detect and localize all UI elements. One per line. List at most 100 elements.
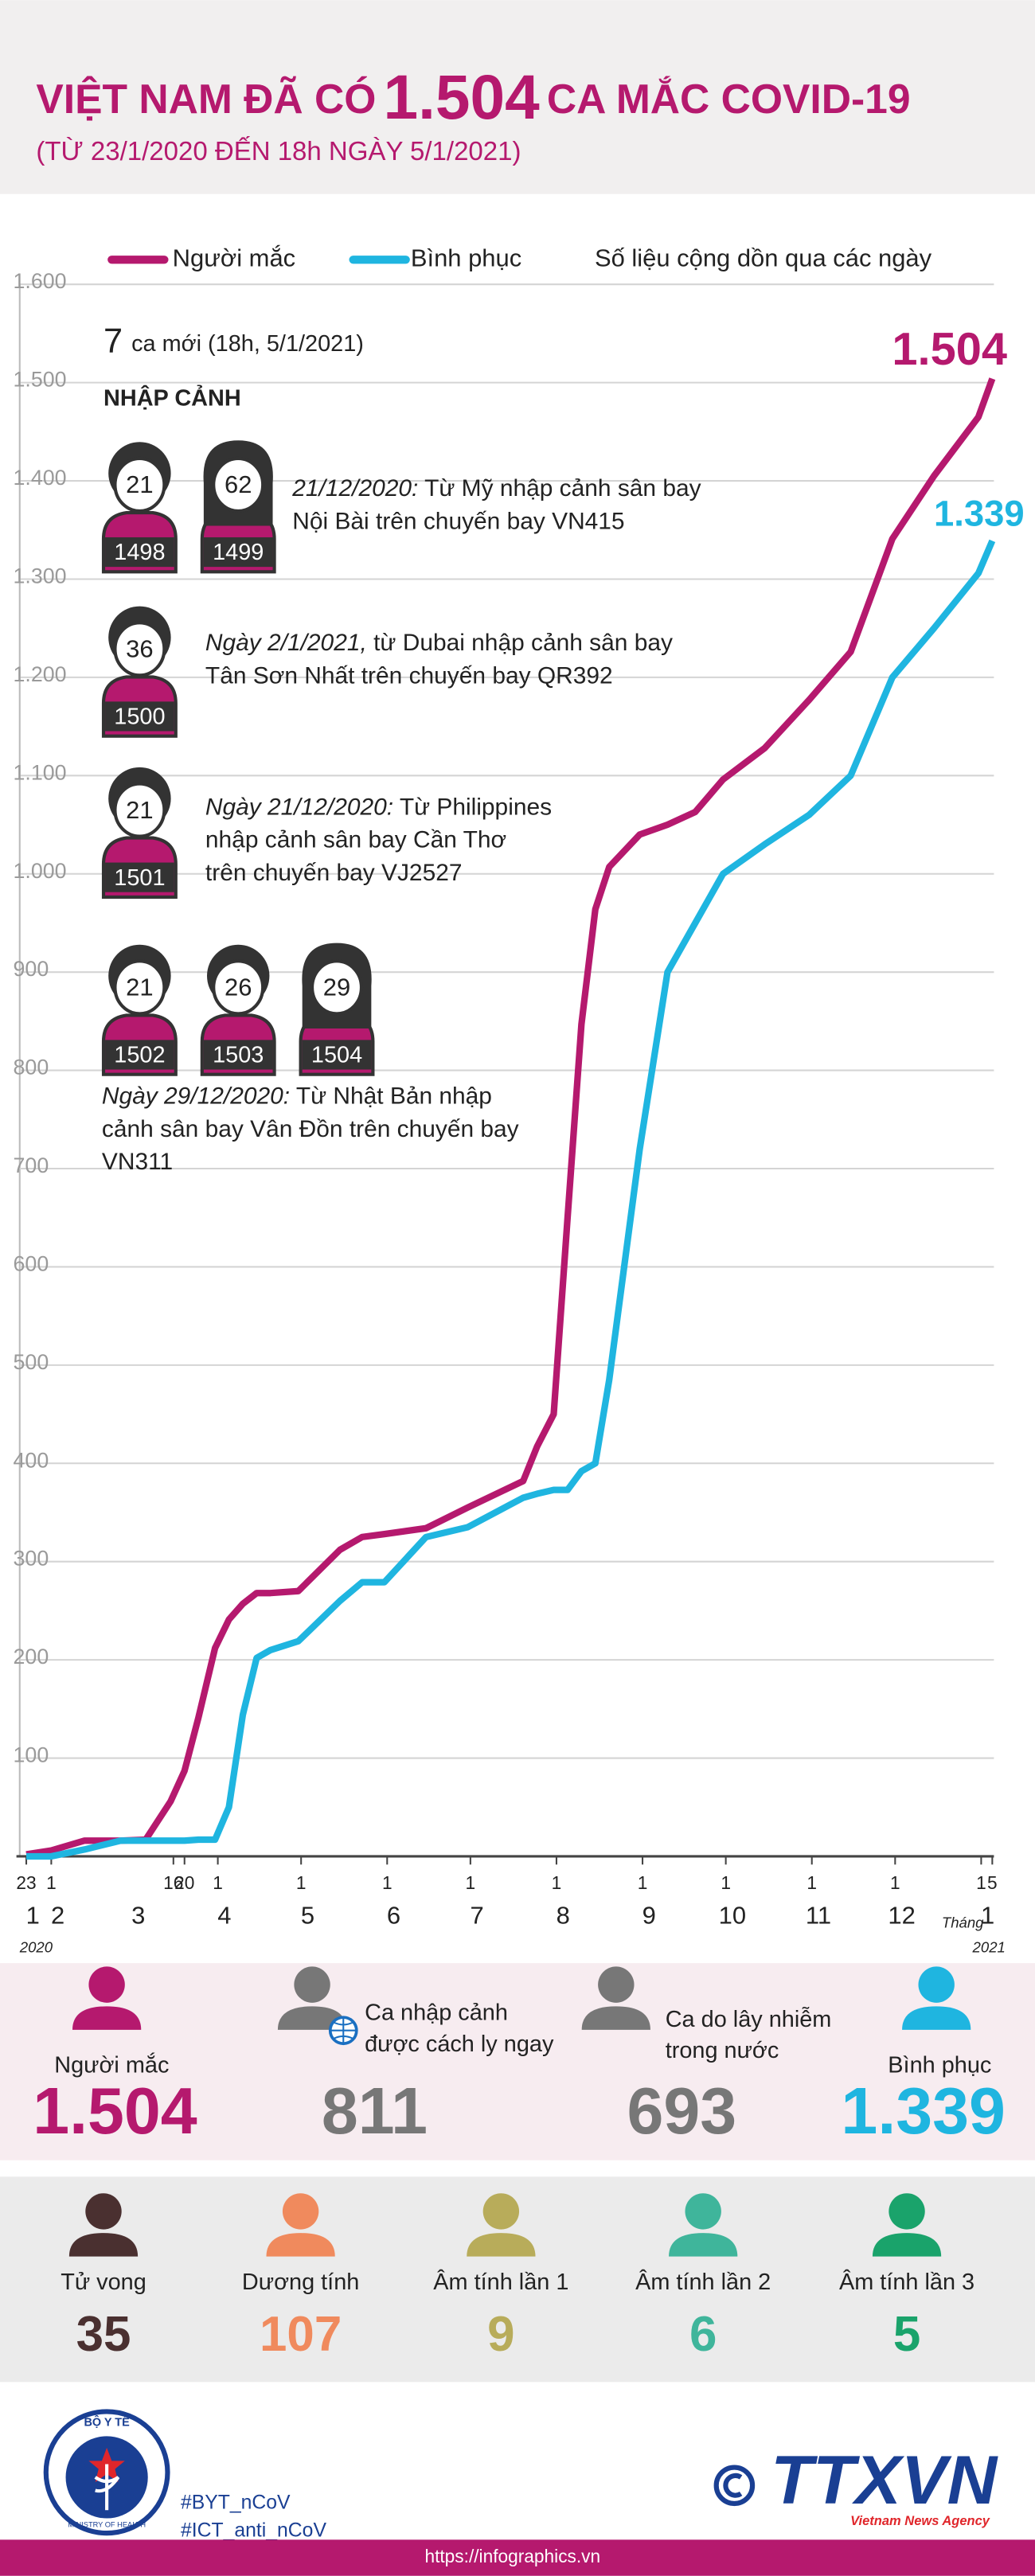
summary-value: 811	[322, 2074, 428, 2148]
x-tick-label: 1	[638, 1872, 648, 1893]
x-tick-label: 1	[466, 1872, 476, 1893]
person-body	[872, 2233, 942, 2257]
x-tick-label: 1	[296, 1872, 307, 1893]
summary-value: 1.504	[33, 2074, 197, 2148]
person-body	[581, 2006, 650, 2030]
patient-age: 26	[225, 974, 252, 1001]
person-body	[902, 2006, 971, 2030]
person-head	[88, 1966, 125, 2003]
year-label: 2020	[19, 1938, 53, 1955]
status-value: 35	[76, 2307, 131, 2362]
patient-age: 62	[225, 470, 252, 498]
status: Tử vong 35 Dương tính 107 Âm tính lần 1 9 Âm t…	[61, 2193, 974, 2362]
patient-id: 1499	[213, 540, 264, 565]
y-tick-label: 1.500	[14, 368, 67, 392]
summary-label: trong nước	[666, 2038, 779, 2063]
case-text: Nội Bài trên chuyến bay VN415	[292, 508, 624, 534]
y-tick-label: 300	[14, 1547, 49, 1571]
person-head	[918, 1966, 955, 2003]
person-body	[266, 2233, 335, 2257]
y-tick-label: 700	[14, 1153, 49, 1177]
copyright-c	[723, 2473, 743, 2498]
case-line: Tân Sơn Nhất trên chuyến bay QR392	[205, 662, 613, 689]
case-text: Tân Sơn Nhất trên chuyến bay QR392	[205, 662, 613, 689]
month-label: 6	[387, 1901, 400, 1929]
y-tick-label: 1.300	[14, 564, 67, 587]
summary-value: 1.339	[841, 2074, 1006, 2148]
case-line: nhập cảnh sân bay Cần Thơ	[205, 827, 506, 853]
summary-label: Ca do lây nhiễm	[666, 2006, 832, 2032]
y-tick-label: 1.000	[14, 859, 67, 883]
person-body	[72, 2006, 142, 2030]
status-label: Âm tính lần 3	[839, 2269, 974, 2295]
chart-note: Số liệu cộng dồn qua các ngày	[595, 244, 932, 271]
case-line: Từ Nhật Bản nhập	[290, 1083, 492, 1110]
case-text: Ngày 2/1/2021, từ Dubai nhập cảnh sân ba…	[205, 630, 673, 656]
patient-id: 1500	[114, 704, 165, 730]
person-head	[294, 1966, 330, 2003]
status-value: 6	[689, 2307, 717, 2362]
patient-age: 21	[126, 796, 153, 824]
status-value: 9	[487, 2307, 514, 2362]
person-head	[685, 2193, 721, 2230]
title: VIỆT NAM ĐÃ CÓ 1.504 CA MẮC COVID-19	[36, 62, 910, 132]
month-label: 12	[888, 1901, 915, 1929]
legend-label: Người mắc	[173, 244, 295, 271]
month-label: 11	[806, 1901, 831, 1929]
case-text: trên chuyến bay VJ2527	[205, 860, 463, 886]
case-text: 21/12/2020: Từ Mỹ nhập cảnh sân bay	[291, 475, 701, 502]
patient-age: 21	[126, 974, 153, 1001]
case-line: từ Dubai nhập cảnh sân bay	[367, 630, 673, 656]
y-tick-label: 500	[14, 1350, 49, 1374]
cases-panel: 7 ca mới (18h, 5/1/2021) NHẬP CẢNH 21 1498 62…	[102, 322, 701, 1175]
month-label: 3	[131, 1901, 145, 1929]
status-label: Âm tính lần 2	[635, 2269, 771, 2295]
person-head	[282, 2193, 319, 2230]
end-label: 1.339	[934, 493, 1025, 533]
patient-age: 29	[323, 974, 350, 1001]
patient-age: 36	[126, 635, 153, 663]
month-label: 1	[26, 1901, 40, 1929]
x-tick-label: 1	[46, 1872, 57, 1893]
y-tick-label: 900	[14, 957, 49, 981]
month-label: 8	[557, 1901, 570, 1929]
series-line	[25, 377, 996, 1858]
case-line: cảnh sân bay Vân Đồn trên chuyến bay	[102, 1116, 519, 1142]
person-head	[889, 2193, 925, 2230]
summary-label: Người mắc	[54, 2052, 169, 2078]
case-date: Ngày 2/1/2021,	[205, 630, 367, 656]
month-word: Tháng	[942, 1914, 984, 1930]
person-body	[669, 2233, 738, 2257]
month-label: 9	[642, 1901, 656, 1929]
summary-label: được cách ly ngay	[365, 2032, 554, 2057]
status-label: Âm tính lần 1	[433, 2269, 568, 2295]
legend-label: Bình phục	[411, 244, 521, 271]
month-label: 2	[51, 1901, 64, 1929]
month-label: 10	[719, 1901, 746, 1929]
new-count-text: ca mới (18h, 5/1/2021)	[131, 331, 364, 357]
person-head	[482, 2193, 520, 2230]
x-tick-label: 5	[987, 1872, 998, 1893]
x-tick-label: 20	[174, 1872, 194, 1893]
ministry-name: BỘ Y TẾ	[84, 2415, 131, 2430]
url: https://infographics.vn	[424, 2546, 600, 2566]
patient-id: 1498	[114, 540, 165, 565]
subtitle: (TỪ 23/1/2020 ĐẾN 18h NGÀY 5/1/2021)	[36, 136, 521, 166]
y-tick-label: 600	[14, 1251, 49, 1275]
person-head	[85, 2193, 122, 2230]
title-number: 1.504	[384, 62, 541, 132]
person-body	[68, 2233, 139, 2257]
hashtag: #BYT_nCoV	[181, 2492, 291, 2514]
y-tick-label: 200	[14, 1645, 49, 1669]
summary-label: Bình phục	[888, 2053, 991, 2078]
footer-bar	[0, 2539, 1035, 2576]
status-label: Dương tính	[242, 2270, 359, 2295]
summary-bg	[0, 1963, 1035, 2160]
case-line: trên chuyến bay VJ2527	[205, 860, 463, 886]
title-pre: VIỆT NAM ĐÃ CÓ	[36, 76, 376, 122]
x-tick-label: 1	[721, 1872, 731, 1893]
new-count: 7	[104, 322, 123, 361]
y-tick-label: 1.400	[14, 466, 67, 490]
